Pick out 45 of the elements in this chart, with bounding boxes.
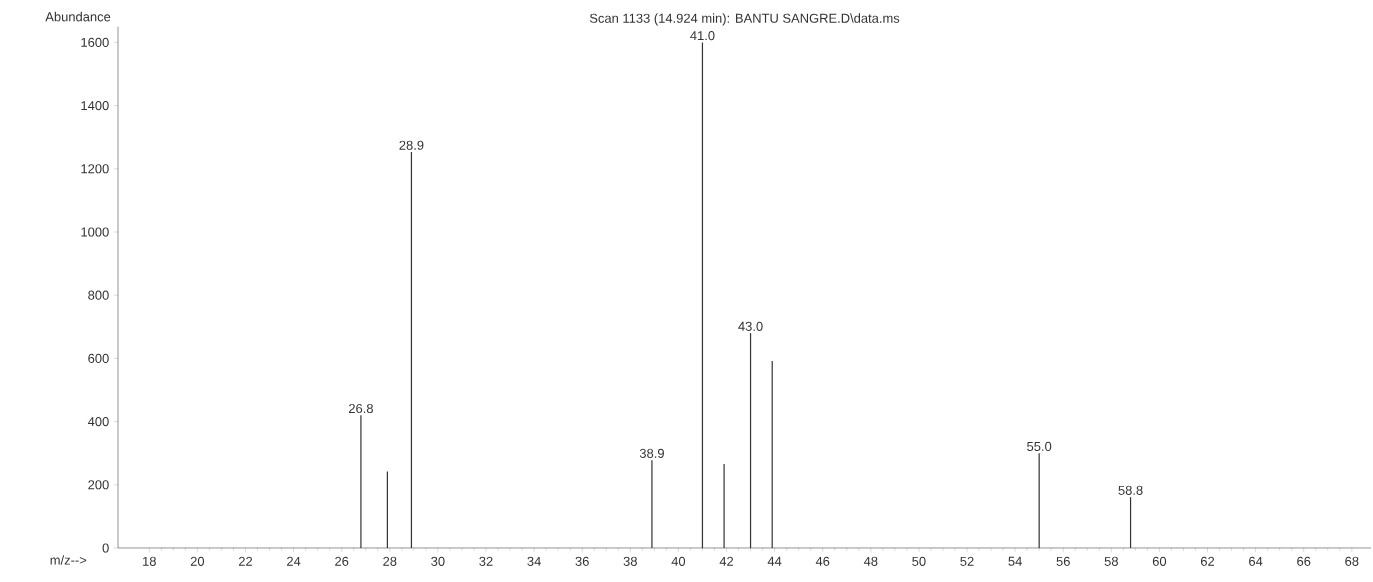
annotation: 55.0 (1027, 441, 1052, 451)
y-tick-label: 600 (88, 353, 109, 363)
x-tick-label: 62 (1200, 556, 1215, 566)
x-tick-label: 24 (287, 556, 301, 566)
y-tick-label: 800 (88, 290, 109, 300)
annotation: 28.9 (399, 140, 424, 150)
y-tick-label: 1400 (81, 101, 109, 111)
x-tick-label: 26 (335, 556, 349, 566)
annotation: 58.8 (1118, 485, 1143, 495)
annotation: 41.0 (690, 31, 715, 41)
y-tick-label: 400 (87, 417, 109, 427)
x-tick-label: 46 (815, 556, 830, 566)
x-tick-label: 68 (1345, 556, 1359, 566)
y-axis-title: Abundance (45, 11, 111, 22)
annotation: 26.8 (348, 403, 373, 414)
x-tick-label: 28 (383, 556, 397, 566)
annotation: 38.9 (639, 448, 664, 458)
x-tick-label: 58 (1104, 556, 1118, 566)
x-tick-label: 44 (767, 556, 782, 566)
x-tick-label: 32 (479, 556, 493, 566)
x-axis-title: m/z--> (50, 555, 87, 565)
x-tick-label: 54 (1008, 556, 1022, 566)
x-tick-label: 20 (190, 556, 205, 566)
x-tick-label: 64 (1249, 556, 1263, 566)
x-tick-label: 56 (1056, 556, 1070, 566)
y-tick-label: 0 (102, 543, 109, 553)
x-tick-label: 50 (912, 556, 926, 566)
x-tick-label: 36 (575, 556, 589, 566)
x-tick-label: 38 (623, 556, 637, 566)
annotation: 43.0 (738, 321, 763, 331)
x-tick-label: 60 (1152, 556, 1167, 566)
x-tick-label: 52 (960, 556, 974, 566)
x-tick-label: 40 (671, 556, 686, 566)
x-tick-label: 30 (431, 556, 445, 566)
y-tick-label: 1000 (81, 227, 109, 237)
y-tick-label: 1200 (81, 164, 109, 174)
x-tick-label: 18 (143, 556, 156, 566)
x-tick-label: 34 (527, 556, 541, 566)
x-tick-label: 42 (719, 556, 734, 566)
y-tick-label: 1600 (81, 37, 109, 47)
x-tick-label: 48 (863, 556, 878, 566)
x-tick-label: 22 (238, 556, 253, 566)
x-tick-label: 66 (1297, 556, 1311, 566)
chart-title: Scan 1133 (14.924 min): BANTU SANGRE.D\data.ms (589, 13, 900, 26)
y-tick-label: 200 (88, 480, 109, 490)
